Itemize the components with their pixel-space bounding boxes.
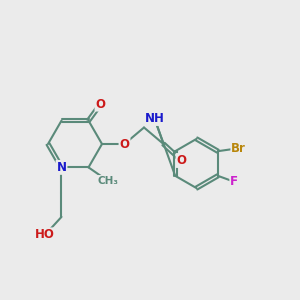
Text: F: F — [230, 175, 238, 188]
Text: O: O — [119, 137, 130, 151]
Text: CH₃: CH₃ — [98, 176, 118, 186]
Text: HO: HO — [35, 228, 55, 242]
Text: Br: Br — [231, 142, 246, 155]
Text: O: O — [176, 154, 187, 167]
Text: O: O — [95, 98, 106, 111]
Text: NH: NH — [145, 112, 164, 125]
Text: N: N — [56, 161, 67, 174]
